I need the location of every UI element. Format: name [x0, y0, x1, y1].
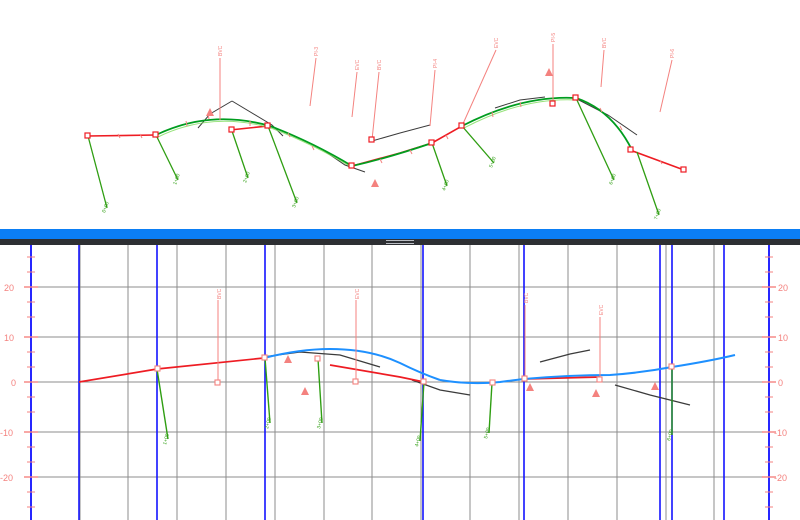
profile-station-label-5: 6+00 [666, 429, 675, 442]
plan-pi-leaders [219, 44, 673, 141]
plan-station-label-0: 0+00 [101, 201, 111, 214]
profile-horizontal-gridlines [30, 286, 770, 478]
plan-tangent-lines[interactable] [87, 125, 685, 171]
y-label-left-0: 20 [4, 283, 14, 293]
profile-label-evc-2: EVC [599, 304, 605, 315]
profile-station-label-1: 2+00 [264, 417, 273, 430]
profile-station-drops[interactable] [156, 357, 673, 442]
plan-horizontal-curves[interactable] [155, 96, 633, 167]
y-label-left-2: 0 [11, 378, 16, 388]
profile-pvi-triangle-markers [284, 355, 659, 397]
plan-curve-highlight [157, 99, 578, 169]
drag-handle-icon[interactable] [386, 240, 414, 244]
profile-curve-labels: BVC EVC BVC EVC [217, 288, 605, 315]
plan-label-bvc-3: BVC [602, 37, 608, 48]
plan-label-evc-1: EVC [355, 59, 361, 70]
panel-splitter[interactable] [0, 229, 800, 245]
plan-station-label-2: 2+00 [242, 171, 252, 184]
plan-label-pi-5: PI-5 [551, 33, 557, 42]
plan-reference-chords [197, 96, 638, 173]
profile-y-axis-labels-right: 20 10 0 -10 -20 [774, 283, 788, 483]
profile-station-label-0: 1+00 [162, 433, 171, 446]
profile-axis-minor-ticks [27, 256, 773, 508]
plan-label-evc-2: EVC [494, 37, 500, 48]
profile-label-bvc-2: BVC [524, 292, 530, 303]
plan-label-bvc-2: BVC [377, 59, 383, 70]
y-label-right-3: -10 [774, 428, 787, 438]
profile-axis-major-ticks [24, 286, 776, 478]
profile-y-axis-labels-left: 20 10 0 -10 -20 [0, 283, 16, 483]
y-label-right-1: 10 [778, 333, 788, 343]
profile-existing-ground-line[interactable] [262, 349, 691, 406]
profile-station-labels: 1+00 2+00 3+00 4+00 5+00 6+00 [162, 417, 675, 448]
y-label-left-1: 10 [4, 333, 14, 343]
profile-station-label-3: 4+00 [414, 435, 423, 448]
y-label-right-0: 20 [778, 283, 788, 293]
plan-label-pi-6: PI-6 [670, 49, 676, 58]
y-label-right-2: 0 [778, 378, 783, 388]
profile-vertex-markers[interactable] [154, 354, 675, 386]
y-label-left-3: -10 [0, 428, 13, 438]
plan-view-panel[interactable]: BVC PI-3 EVC BVC PI-4 EVC PI-5 BVC PI-6 … [0, 0, 800, 229]
plan-station-label-1: 1+00 [172, 173, 182, 186]
plan-chainage-ticks [117, 101, 663, 165]
profile-view-panel[interactable]: 20 10 0 -10 -20 20 10 0 -10 -20 [0, 245, 800, 520]
plan-station-label-6: 6+00 [608, 173, 618, 186]
profile-label-bvc-1: BVC [217, 288, 223, 299]
plan-vertex-markers[interactable] [84, 94, 687, 173]
plan-pi-triangle-markers [206, 68, 553, 187]
y-label-left-4: -20 [0, 473, 13, 483]
plan-curve-labels: BVC PI-3 EVC BVC PI-4 EVC PI-5 BVC PI-6 [218, 33, 676, 70]
plan-label-pi-4: PI-4 [433, 59, 439, 68]
plan-station-offsets[interactable] [87, 97, 660, 216]
profile-station-label-4: 5+00 [483, 427, 492, 440]
plan-label-bvc-1: BVC [218, 45, 224, 56]
plan-station-label-4: 4+00 [441, 179, 451, 192]
profile-curve-leaders [217, 300, 601, 383]
plan-station-label-5: 5+00 [488, 156, 498, 169]
profile-view-canvas[interactable]: 20 10 0 -10 -20 20 10 0 -10 -20 [0, 245, 800, 520]
profile-finished-grade-line[interactable] [263, 347, 736, 385]
plan-station-label-7: 7+00 [653, 208, 663, 221]
profile-station-label-2: 3+00 [316, 417, 325, 430]
plan-station-labels: 0+00 1+00 2+00 3+00 4+00 5+00 6+00 7+00 [101, 156, 663, 221]
profile-label-evc-1: EVC [355, 288, 361, 299]
plan-station-label-3: 3+00 [291, 196, 301, 209]
y-label-right-4: -20 [774, 473, 787, 483]
accent-bar [0, 229, 800, 239]
plan-view-canvas[interactable]: BVC PI-3 EVC BVC PI-4 EVC PI-5 BVC PI-6 … [0, 0, 800, 229]
plan-label-pi-3: PI-3 [314, 47, 320, 56]
